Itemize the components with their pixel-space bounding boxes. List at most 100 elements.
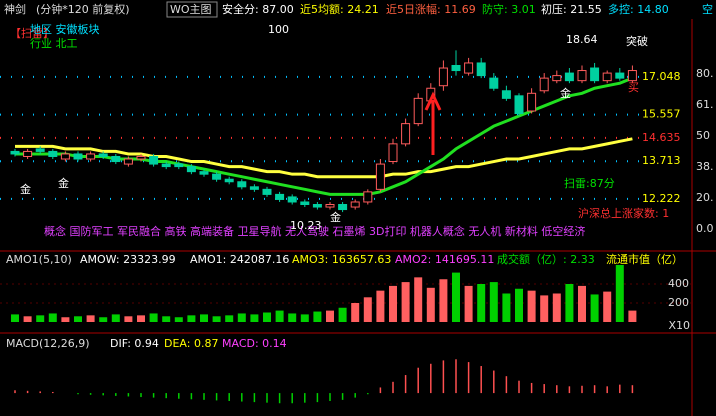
breadth: 沪深总上涨家数: 1 (578, 206, 669, 220)
volume-bar (48, 313, 57, 322)
candle-body (60, 153, 70, 160)
candle-body (476, 62, 486, 77)
turnover: 成交额（亿）: 2.33 (497, 252, 595, 266)
volume-bar (338, 307, 347, 322)
volume-bar (61, 317, 70, 322)
volume-bar (174, 317, 183, 322)
volume-bar (263, 312, 271, 322)
volume-bar (225, 315, 234, 322)
safety: 安全分: 87.00 (222, 2, 294, 16)
volume-bar (489, 282, 498, 322)
indicator[interactable]: WO主图 (170, 3, 212, 16)
right-axis-label: 61. (696, 98, 714, 111)
amo3: AMO3: 163657.63 (292, 253, 391, 266)
region: 地区 安徽板块 (30, 22, 100, 36)
defense: 防守: 3.01 (482, 2, 536, 16)
volume-bar (23, 316, 32, 322)
candle-body (249, 186, 259, 190)
concepts: 概念 国防军工 军民融合 高铁 高端装备 卫星导航 无人驾驶 石墨烯 3D打印 … (44, 224, 585, 238)
candle-body (199, 171, 209, 175)
volume-bar (527, 290, 536, 322)
candle-body (527, 92, 537, 112)
macd: MACD: 0.14 (222, 337, 287, 350)
candle-body (489, 77, 499, 89)
volume-bar (389, 285, 397, 322)
candle-body (23, 150, 33, 157)
low-label: 10.23 (290, 219, 322, 232)
candle-body (451, 64, 461, 72)
candle-body (300, 201, 310, 206)
volume-bar (615, 265, 624, 322)
volume-bar (628, 310, 637, 322)
candle-body (464, 62, 474, 74)
volume-bar (452, 272, 460, 322)
candle-body (577, 70, 587, 82)
volume-bar (603, 291, 612, 322)
volume-bar (464, 285, 473, 322)
arrow (424, 91, 442, 155)
level-label: 13.713 (642, 154, 681, 167)
candle-body (312, 204, 322, 208)
candle-body (111, 155, 121, 163)
volume-bar (99, 317, 108, 322)
right-axis-label: 50 (696, 129, 710, 142)
candle-body (224, 178, 234, 183)
candle-body (564, 72, 574, 82)
right-axis-label: 0.0 (696, 222, 714, 235)
level-label: 15.557 (642, 108, 681, 121)
volume-bar (502, 293, 511, 322)
bear: 空 (702, 2, 713, 16)
gold-mark: 金 (20, 182, 31, 196)
volume-bar (578, 285, 586, 322)
candle-body (615, 72, 625, 79)
dea: DEA: 0.87 (164, 337, 218, 350)
candle-body (48, 150, 58, 157)
volume-bar (565, 284, 574, 322)
cap: 流通市值（亿） (606, 252, 683, 266)
volume-bar (212, 316, 221, 322)
volume-bar (200, 314, 208, 322)
breakout: 突破 (626, 34, 648, 48)
candle-body (275, 193, 285, 200)
volume-bar (477, 284, 486, 322)
candle-body (237, 181, 247, 188)
gold-mark: 金 (560, 86, 571, 100)
candle-body (149, 155, 159, 165)
volume-bar (313, 311, 322, 322)
candle-body (350, 201, 360, 208)
volume-bar (515, 288, 523, 322)
macd-name: MACD(12,26,9) (6, 337, 90, 350)
volume-bar (149, 313, 158, 322)
candle-body (174, 163, 184, 168)
candle-body (287, 196, 297, 203)
candle-body (375, 163, 385, 190)
y-tick-label: 200 (668, 296, 689, 309)
indicator-box[interactable] (166, 1, 218, 18)
candle-body (602, 72, 612, 82)
industry: 行业 北工 (30, 37, 78, 50)
amow: AMOW: 23323.99 (80, 253, 176, 266)
resistance: 初压: 21.55 (541, 2, 602, 16)
volume-bar (590, 294, 599, 322)
candle-body (413, 97, 423, 125)
candle-body (363, 191, 373, 203)
y-tick-label: 400 (668, 277, 689, 290)
gold-mark: 金 (330, 210, 341, 224)
volume-bar (124, 316, 133, 322)
volume-bar (11, 314, 19, 322)
vol-name: AMO1(5,10) (6, 253, 72, 266)
volume-bar (111, 314, 120, 322)
volume-bar (187, 315, 196, 322)
volume-bar (86, 315, 95, 322)
volume-bar (414, 277, 423, 322)
note: 100 (268, 23, 289, 36)
volume-bar (552, 293, 561, 322)
candle-body (186, 166, 196, 173)
volume-bar (401, 282, 410, 322)
buy: 买 (628, 81, 639, 94)
candle-body (338, 204, 348, 211)
volume-bar (36, 315, 45, 322)
header-bar (0, 0, 716, 19)
amo2: AMO2: 141695.11 (395, 253, 494, 266)
